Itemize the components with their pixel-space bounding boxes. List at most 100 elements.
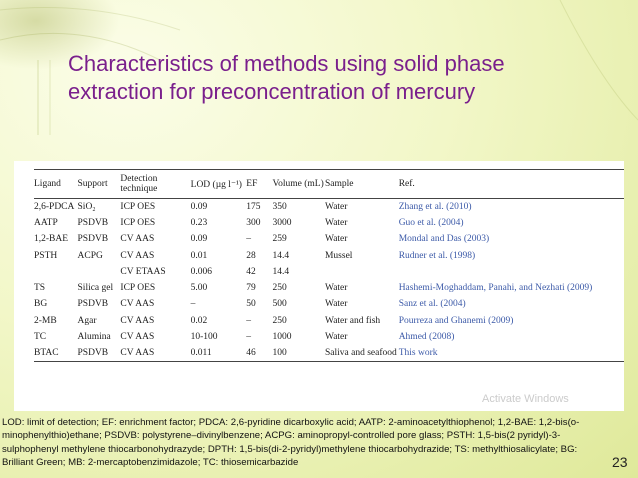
activate-windows-watermark: Activate Windows [482, 393, 569, 405]
table-cell: SiO₂ [77, 201, 96, 212]
table-cell: 0.011 [190, 348, 212, 359]
table-cell: CV AAS [120, 315, 155, 326]
table-row: AATP PSDVB ICP OES 0.23 300 3000 Water Guo et a… [34, 215, 624, 231]
table-row: 2,6-PDCA SiO₂ ICP OES 0.09 175 350 Water Zhang … [34, 199, 624, 215]
reference-cell: Guo et al. (2004) [398, 217, 464, 228]
table-cell: 14.4 [272, 250, 290, 261]
table-image: Ligand Support Detection technique LOD (… [14, 161, 624, 411]
table-cell: Mussel [324, 250, 353, 261]
table-cell: 10-100 [190, 332, 218, 343]
table-cell: – [190, 299, 196, 310]
table-cell [78, 264, 121, 280]
reference-cell [399, 264, 624, 280]
table-cell: 79 [246, 283, 256, 294]
reference-cell: Sanz et al. (2004) [398, 299, 466, 310]
table-cell: Agar [77, 315, 97, 326]
table-cell: TC [34, 332, 47, 343]
table-row: BG PSDVB CV AAS – 50 500 Water Sanz et al. (200… [34, 296, 624, 312]
table-cell: 100 [272, 348, 287, 359]
table-cell [34, 264, 78, 280]
table-cell: BG [34, 299, 48, 310]
page-number: 23 [612, 454, 628, 470]
table-row: 1,2-BAE PSDVB CV AAS 0.09 – 259 Water Mondal an… [34, 231, 624, 247]
table-cell: ACPG [77, 250, 103, 261]
header-ligand: Ligand [34, 179, 61, 189]
table-cell: CV AAS [120, 332, 155, 343]
table-cell: 300 [246, 217, 261, 228]
table-cell: Water and fish [324, 315, 381, 326]
table-cell: 250 [272, 315, 287, 326]
corner-decoration [0, 0, 120, 70]
table-cell: PSDVB [77, 299, 109, 310]
table-cell: CV AAS [120, 299, 155, 310]
table-cell: – [246, 315, 252, 326]
slide-title: Characteristics of methods using solid p… [68, 51, 505, 104]
table-cell: 2,6-PDCA [34, 201, 75, 212]
table-cell: Water [324, 299, 348, 310]
table-row: BTAC PSDVB CV AAS 0.011 46 100 Saliva and seaf… [34, 345, 624, 362]
table-cell: 1000 [272, 332, 292, 343]
table-cell: Water [324, 217, 348, 228]
reference-cell: Zhang et al. (2010) [398, 201, 472, 212]
header-support: Support [77, 179, 108, 189]
table-cell: 0.09 [190, 234, 208, 245]
header-ref: Ref. [398, 179, 415, 189]
table-cell: 0.006 [190, 266, 213, 277]
table-cell: 500 [272, 299, 287, 310]
header-lod: LOD (µg l⁻¹) [190, 179, 242, 190]
table-cell: CV AAS [120, 250, 155, 261]
table-cell: Silica gel [77, 283, 114, 294]
table-cell: Alumina [77, 332, 111, 343]
table-cell: 0.09 [190, 201, 208, 212]
table-cell: BTAC [34, 348, 59, 359]
table-cell: ICP OES [120, 217, 156, 228]
header-ef: EF [246, 179, 258, 189]
table-row: 2-MB Agar CV AAS 0.02 – 250 Water and fish Pour… [34, 313, 624, 329]
spe-methods-table: Ligand Support Detection technique LOD (… [34, 169, 624, 362]
reference-cell: This work [398, 348, 438, 359]
table-cell: 0.23 [190, 217, 208, 228]
table-row: CV ETAAS 0.006 42 14.4 [34, 264, 624, 280]
table-cell: 0.02 [190, 315, 208, 326]
reference-cell: Rudner et al. (1998) [398, 250, 476, 261]
table-cell: PSDVB [77, 234, 109, 245]
table-cell: CV AAS [120, 348, 155, 359]
table-header-row: Ligand Support Detection technique LOD (… [34, 169, 624, 199]
table-cell: CV ETAAS [120, 266, 166, 277]
table-cell: 46 [246, 348, 256, 359]
table-cell: 250 [272, 283, 287, 294]
table-cell: 259 [272, 234, 287, 245]
abbreviations-caption: LOD: limit of detection; EF: enrichment … [2, 417, 580, 469]
table-cell: PSDVB [77, 348, 109, 359]
table-cell: – [246, 234, 252, 245]
table-cell: 3000 [272, 217, 292, 228]
header-volume: Volume (mL) [272, 179, 324, 189]
table-cell: 350 [272, 201, 287, 212]
reference-cell: Ahmed (2008) [398, 332, 455, 343]
table-cell: Water [324, 201, 348, 212]
table-cell: TS [34, 283, 46, 294]
table-cell: 42 [246, 266, 256, 277]
table-cell: 5.00 [190, 283, 208, 294]
table-cell: 0.01 [190, 250, 208, 261]
table-cell: Water [324, 234, 348, 245]
table-cell: Saliva and seafood [324, 348, 397, 359]
table-cell: Water [324, 283, 348, 294]
reference-cell: Hashemi-Moghaddam, Panahi, and Nezhati (… [398, 283, 593, 294]
table-cell: ICP OES [120, 283, 156, 294]
table-cell [325, 264, 399, 280]
table-cell: Water [324, 332, 348, 343]
table-cell: 1,2-BAE [34, 234, 69, 245]
header-sample: Sample [324, 179, 354, 189]
reference-cell: Pourreza and Ghanemi (2009) [398, 315, 514, 326]
table-cell: 175 [246, 201, 261, 212]
table-cell: 28 [246, 250, 256, 261]
table-row: TC Alumina CV AAS 10-100 – 1000 Water Ahmed (20… [34, 329, 624, 345]
table-row: TS Silica gel ICP OES 5.00 79 250 Water Hashemi… [34, 280, 624, 296]
table-cell: 50 [246, 299, 256, 310]
table-cell: 2-MB [34, 315, 57, 326]
reference-cell: Mondal and Das (2003) [398, 234, 490, 245]
header-detection: Detection technique [120, 174, 158, 194]
table-cell: ICP OES [120, 201, 156, 212]
table-cell: AATP [34, 217, 58, 228]
